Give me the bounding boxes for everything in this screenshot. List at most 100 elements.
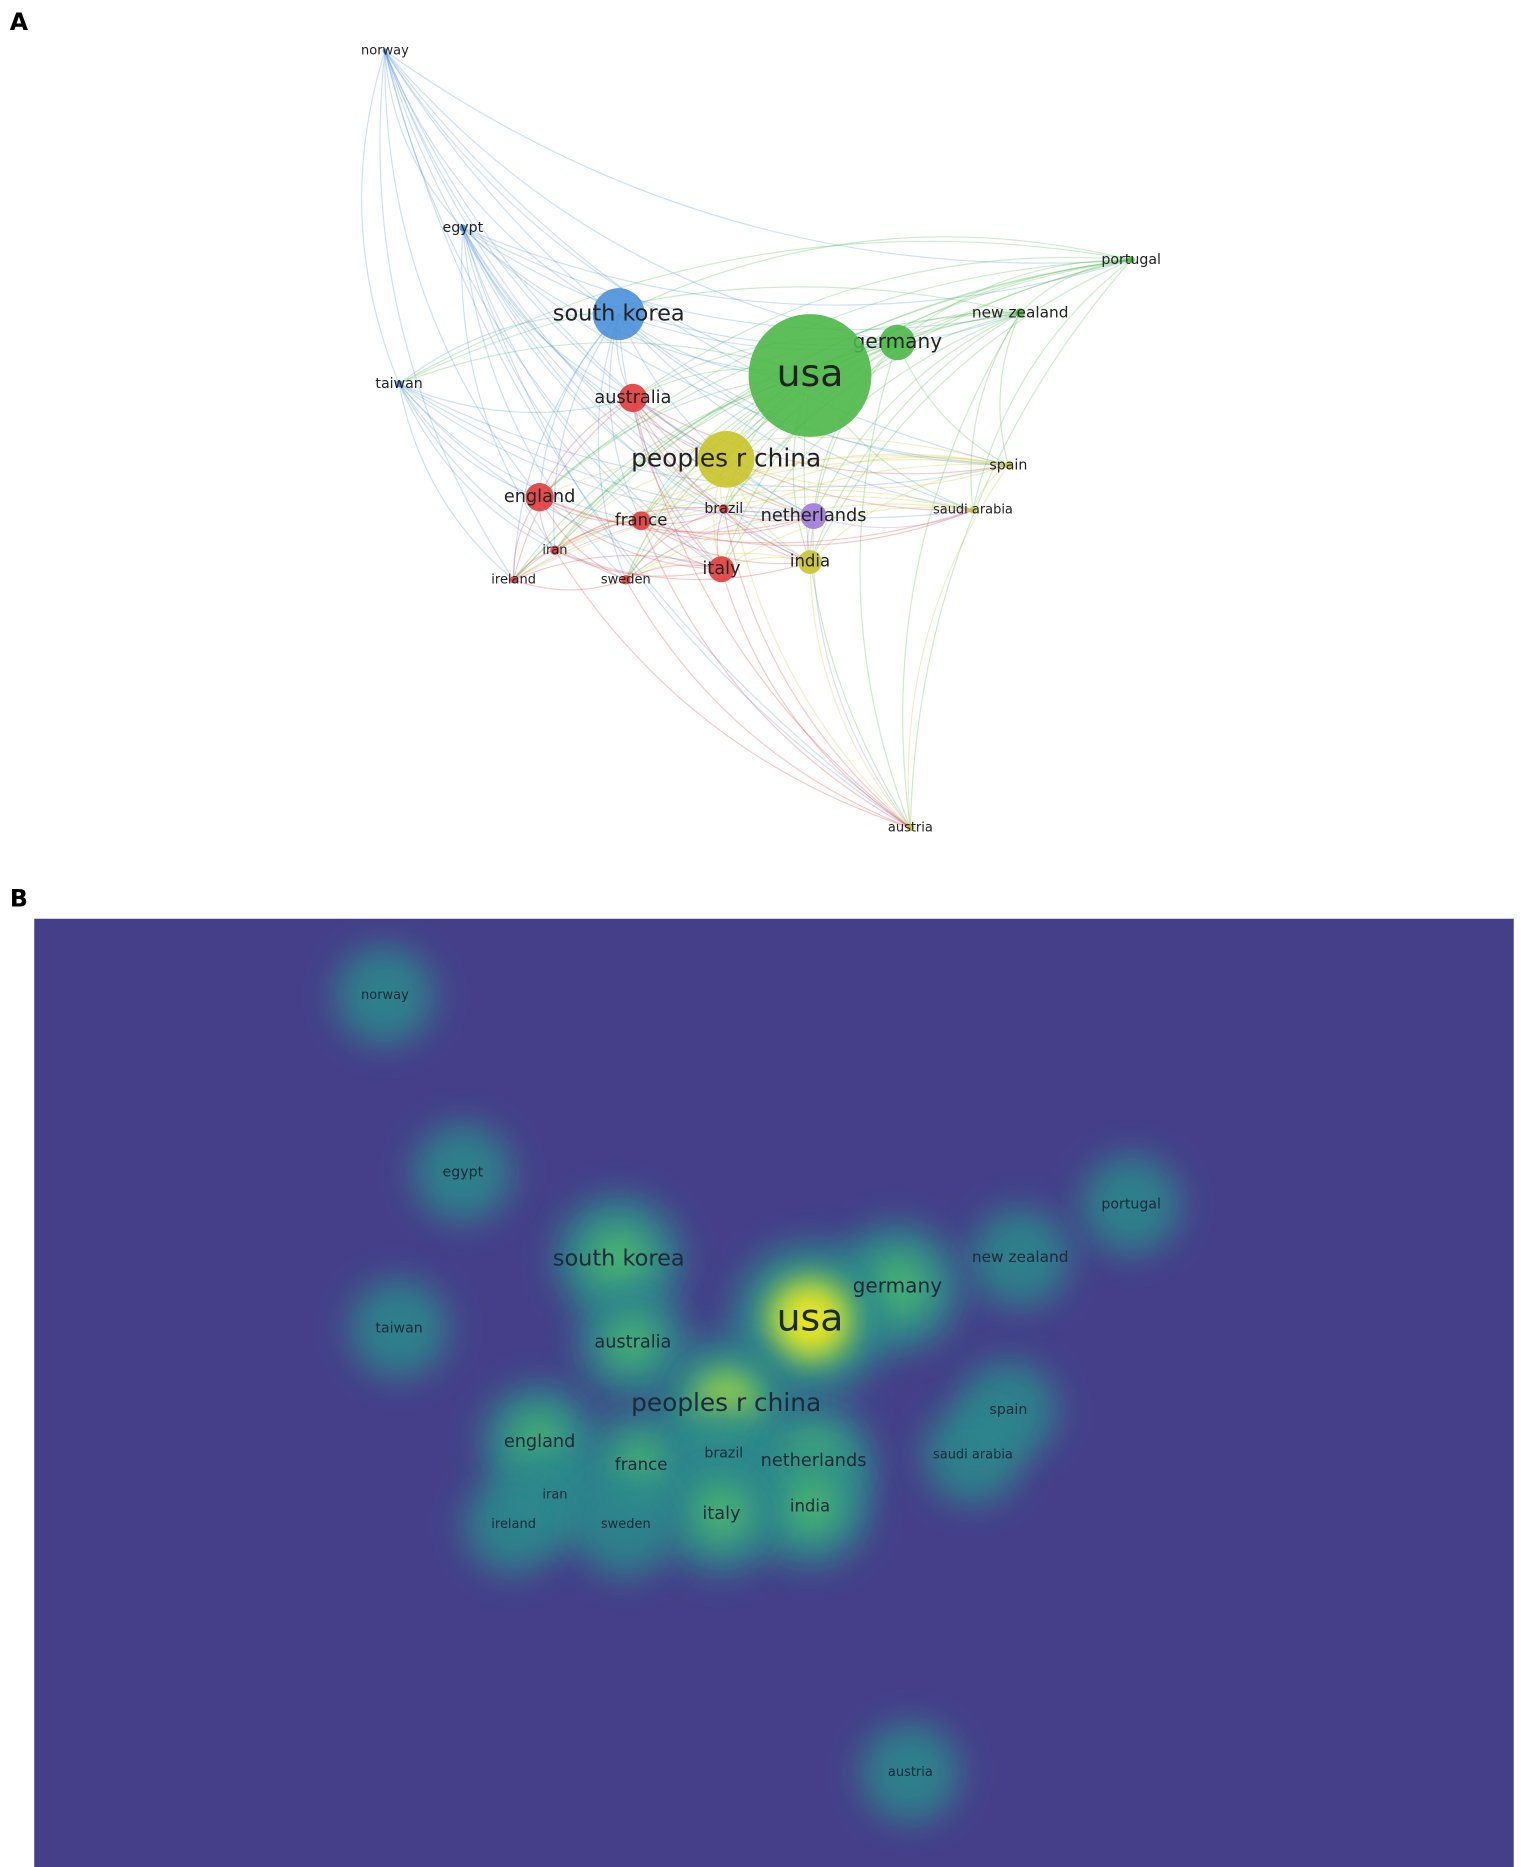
edge — [379, 50, 515, 581]
density-labels: norway egypt portugal south korea new zealan… — [361, 988, 1161, 1780]
density-label: england — [504, 1432, 576, 1452]
edge — [384, 50, 727, 460]
density-label: saudi arabia — [933, 1447, 1013, 1462]
density-blob — [464, 1474, 564, 1575]
edge — [398, 383, 1009, 488]
edge — [609, 313, 642, 522]
edge — [725, 459, 911, 829]
edge — [896, 342, 1009, 466]
node — [621, 575, 631, 585]
edge — [625, 515, 814, 581]
edge — [513, 397, 634, 580]
edge — [462, 227, 722, 570]
edge — [398, 313, 619, 385]
density-blob — [923, 1405, 1023, 1505]
node — [618, 383, 648, 413]
node-label: brazil — [704, 501, 743, 517]
edge — [462, 227, 814, 517]
edge — [813, 509, 974, 529]
edge — [618, 313, 814, 517]
node-label: peoples r china — [631, 443, 821, 472]
node — [525, 482, 554, 512]
edge — [513, 495, 974, 581]
node-label: austria — [888, 820, 933, 835]
node-label: ireland — [491, 572, 536, 587]
node — [1015, 308, 1025, 318]
density-map — [335, 945, 1181, 1823]
node-label: spain — [989, 457, 1027, 473]
edge — [554, 506, 814, 551]
edge — [513, 313, 620, 580]
edge — [398, 383, 556, 551]
edge — [398, 383, 627, 581]
edge — [970, 312, 1021, 511]
edge — [618, 314, 722, 570]
edge — [398, 383, 814, 518]
edge — [539, 496, 814, 533]
node — [459, 224, 467, 232]
node-label: india — [790, 552, 830, 571]
edge — [720, 569, 911, 829]
edge — [513, 579, 627, 591]
edge — [513, 459, 1009, 581]
density-label: brazil — [704, 1446, 743, 1462]
edge — [721, 506, 974, 570]
edge — [723, 456, 1009, 510]
node — [1127, 256, 1135, 264]
edge — [809, 342, 898, 563]
edge — [809, 312, 1021, 563]
edge — [554, 549, 722, 577]
node-label: england — [504, 487, 576, 507]
node-label: egypt — [443, 220, 484, 236]
edge — [632, 256, 1132, 399]
node — [906, 824, 914, 832]
edge — [398, 383, 634, 414]
panel-label: A — [10, 8, 29, 36]
node-label: portugal — [1101, 252, 1161, 268]
edge — [972, 464, 1009, 511]
edge — [384, 50, 1009, 466]
edge — [384, 50, 898, 344]
edge — [513, 312, 1021, 581]
edge — [513, 554, 722, 581]
edge — [384, 50, 974, 511]
edge — [384, 50, 722, 570]
node-label: usa — [777, 351, 844, 395]
edge — [539, 496, 722, 570]
density-label: south korea — [553, 1245, 685, 1271]
edge — [384, 50, 811, 377]
edge — [361, 50, 400, 385]
density-label: egypt — [443, 1165, 484, 1181]
edge — [803, 375, 911, 829]
density-label: france — [615, 1455, 667, 1474]
density-label: new zealand — [972, 1248, 1069, 1266]
density-label: austria — [888, 1765, 933, 1780]
density-blob — [784, 1294, 836, 1347]
edge — [597, 313, 627, 581]
edge — [398, 383, 974, 519]
edge — [462, 227, 627, 581]
node — [592, 288, 645, 341]
edge — [554, 549, 911, 829]
node — [969, 506, 977, 514]
edge — [462, 227, 811, 563]
density-blob — [970, 1208, 1070, 1308]
edge — [723, 508, 911, 829]
edge — [632, 397, 811, 563]
density-label: india — [790, 1496, 830, 1515]
edge — [618, 236, 1132, 315]
edge — [972, 259, 1132, 511]
edge — [625, 552, 811, 581]
edge — [462, 227, 1132, 306]
edge — [384, 50, 725, 510]
edge — [640, 520, 911, 829]
node-label: norway — [361, 43, 409, 58]
edge — [398, 286, 1021, 385]
edge — [398, 383, 515, 581]
edge — [625, 463, 1009, 581]
density-blob — [606, 1315, 660, 1370]
edge — [462, 227, 634, 399]
density-label: ireland — [491, 1517, 536, 1532]
node — [550, 545, 560, 556]
density-label: portugal — [1101, 1197, 1161, 1213]
